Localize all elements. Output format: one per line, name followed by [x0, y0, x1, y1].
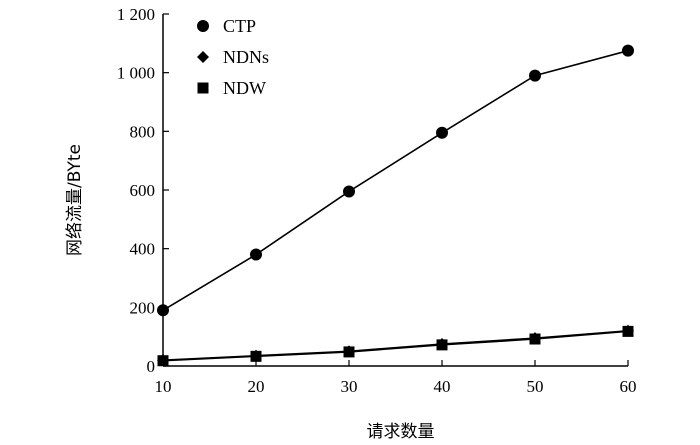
data-point-ndw: [157, 355, 169, 367]
legend-label-ndw: NDW: [223, 78, 266, 98]
series-line-ctp: [162, 49, 629, 311]
legend-marker-ndw: [197, 82, 209, 94]
legend-marker-ctp: [197, 20, 209, 32]
y-tick-label: 0: [147, 357, 156, 376]
x-axis-title: 请求数量: [367, 422, 435, 442]
legend-marker-ndns: [197, 51, 209, 63]
x-tick-label: 50: [527, 377, 544, 396]
x-tick-label: 30: [341, 377, 358, 396]
series-line-ndw: [162, 330, 629, 362]
y-tick-label: 1 000: [117, 64, 155, 83]
legend-label-ndns: NDNs: [223, 47, 269, 67]
y-tick-label: 200: [130, 298, 156, 317]
legend-label-ctp: CTP: [223, 16, 256, 36]
chart-legend: CTP NDNs NDW: [197, 16, 269, 98]
data-point-ctp: [436, 126, 448, 139]
chart-series: [157, 44, 634, 367]
x-tick-label: 40: [434, 377, 451, 396]
y-tick-label: 400: [130, 240, 156, 259]
y-tick-label: 800: [130, 122, 156, 141]
data-point-ctp: [622, 44, 634, 57]
data-point-ndw: [250, 350, 262, 362]
data-point-ctp: [529, 69, 541, 82]
data-point-ctp: [343, 185, 355, 198]
x-tick-label: 60: [620, 377, 637, 396]
x-tick-label: 20: [248, 377, 265, 396]
y-axis-title: 网络流量/BYte: [65, 144, 85, 256]
series-line-ndns: [162, 330, 629, 361]
data-point-ctp: [250, 248, 262, 261]
y-tick-label: 600: [130, 181, 156, 200]
data-point-ndw: [622, 325, 634, 337]
data-point-ndw: [436, 339, 448, 351]
data-point-ndw: [343, 346, 355, 358]
x-tick-label: 10: [155, 377, 172, 396]
data-point-ctp: [157, 304, 169, 317]
y-tick-label: 1 200: [117, 5, 155, 24]
data-point-ndw: [529, 333, 541, 345]
